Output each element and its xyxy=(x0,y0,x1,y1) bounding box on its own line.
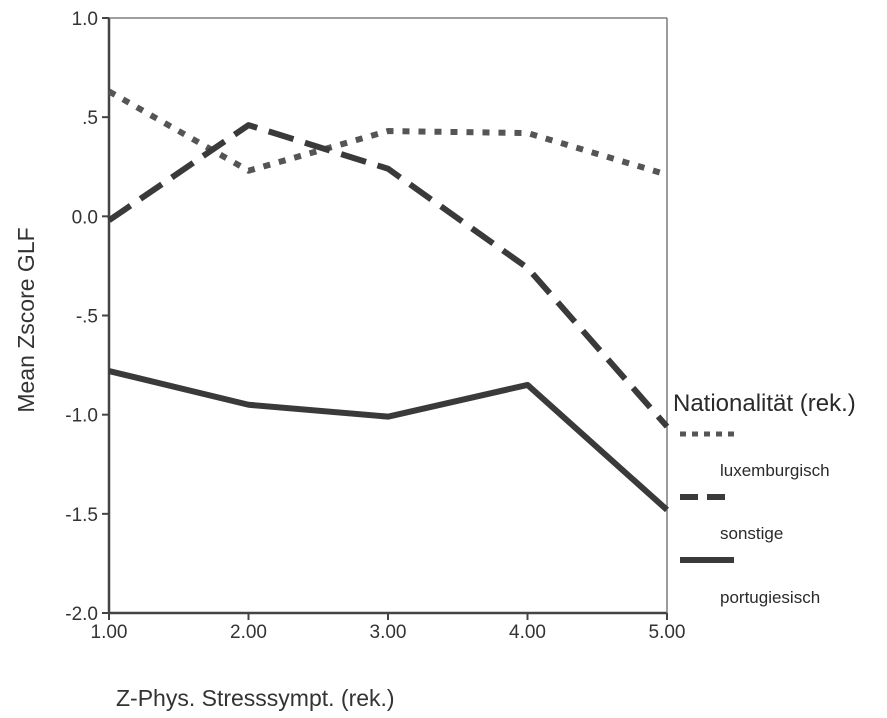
y-tick-label: -1.5 xyxy=(65,505,98,526)
y-axis-ticks: 1.0 .5 0.0 -.5 -1.0 -1.5 -2.0 xyxy=(65,9,109,625)
y-tick-label: -2.0 xyxy=(65,604,98,625)
series-layer xyxy=(107,88,670,513)
legend-title: Nationalität (rek.) xyxy=(673,390,856,417)
y-tick-label: .5 xyxy=(82,108,98,129)
y-tick-label: -1.0 xyxy=(65,406,98,427)
legend-label-sonstige: sonstige xyxy=(720,524,783,543)
x-tick-label: 1.00 xyxy=(91,622,128,643)
y-tick-label: 1.0 xyxy=(72,9,98,30)
x-tick-label: 3.00 xyxy=(370,622,407,643)
series-line-sonstige xyxy=(107,122,670,429)
legend-label-luxemburgisch: luxemburgisch xyxy=(720,461,830,480)
x-tick-label: 2.00 xyxy=(230,622,267,643)
x-tick-label: 4.00 xyxy=(509,622,546,643)
x-axis-title: Z-Phys. Stresssympt. (rek.) xyxy=(116,685,395,711)
legend-label-portugiesisch: portugiesisch xyxy=(720,588,820,607)
series-line-portugiesisch xyxy=(108,368,670,513)
y-tick-label: -.5 xyxy=(76,307,98,328)
x-tick-label: 5.00 xyxy=(649,622,686,643)
x-axis-ticks: 1.00 2.00 3.00 4.00 5.00 xyxy=(91,613,686,643)
legend: Nationalität (rek.) luxemburgisch sonsti… xyxy=(673,390,856,607)
y-axis-title: Mean Zscore GLF xyxy=(13,227,39,412)
y-tick-label: 0.0 xyxy=(72,207,98,228)
